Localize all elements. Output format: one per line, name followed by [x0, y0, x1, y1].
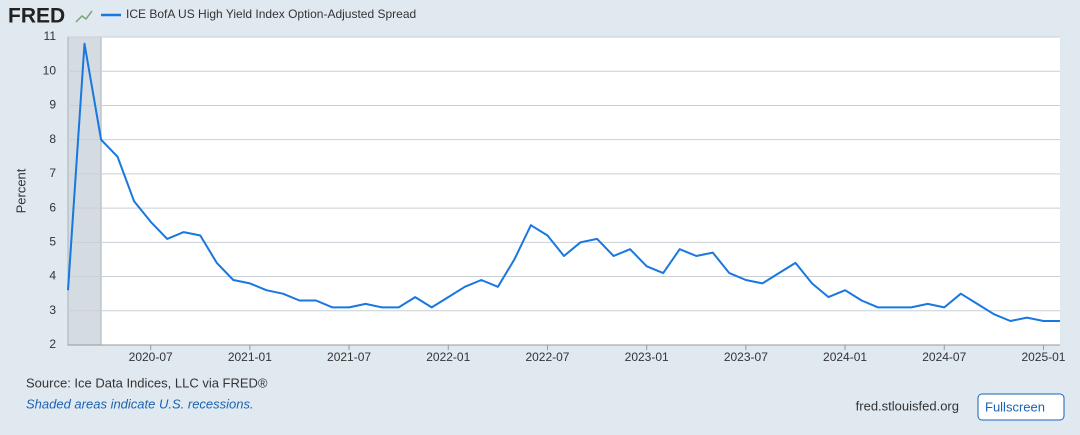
y-tick-label: 4: [49, 269, 56, 283]
x-tick-label: 2023-07: [724, 350, 768, 364]
x-tick-label: 2022-01: [426, 350, 470, 364]
x-tick-label: 2024-01: [823, 350, 867, 364]
source: Source: Ice Data Indices, LLC via FRED®: [26, 375, 268, 390]
y-tick-label: 7: [49, 166, 56, 180]
fullscreen-label[interactable]: Fullscreen: [985, 399, 1045, 414]
y-tick-label: 5: [49, 235, 56, 249]
y-tick-label: 3: [49, 303, 56, 317]
legend-label: ICE BofA US High Yield Index Option-Adju…: [126, 7, 416, 21]
y-tick-label: 10: [43, 63, 57, 77]
logo: FRED: [8, 5, 65, 28]
x-tick-label: 2024-07: [922, 350, 966, 364]
y-tick-label: 2: [49, 337, 56, 351]
y-tick-label: 11: [44, 29, 57, 43]
y-tick-label: 9: [49, 98, 56, 112]
x-tick-label: 2021-07: [327, 350, 371, 364]
x-tick-label: 2020-07: [129, 350, 173, 364]
site: fred.stlouisfed.org: [856, 398, 959, 413]
x-tick-label: 2022-07: [525, 350, 569, 364]
series-line: [67, 42, 1060, 322]
y-axis-label: Percent: [13, 168, 28, 213]
fullscreen-button[interactable]: [977, 393, 1065, 421]
y-tick-label: 6: [49, 200, 56, 214]
y-tick-label: 8: [49, 132, 56, 146]
x-tick-label: 2025-01: [1021, 350, 1065, 364]
x-tick-label: 2023-01: [625, 350, 669, 364]
plot-area: [68, 37, 1060, 345]
x-tick-label: 2021-01: [228, 350, 272, 364]
recession-shade: [67, 36, 102, 346]
recession-note: Shaded areas indicate U.S. recessions.: [26, 396, 254, 411]
logo-icon: [75, 10, 93, 23]
